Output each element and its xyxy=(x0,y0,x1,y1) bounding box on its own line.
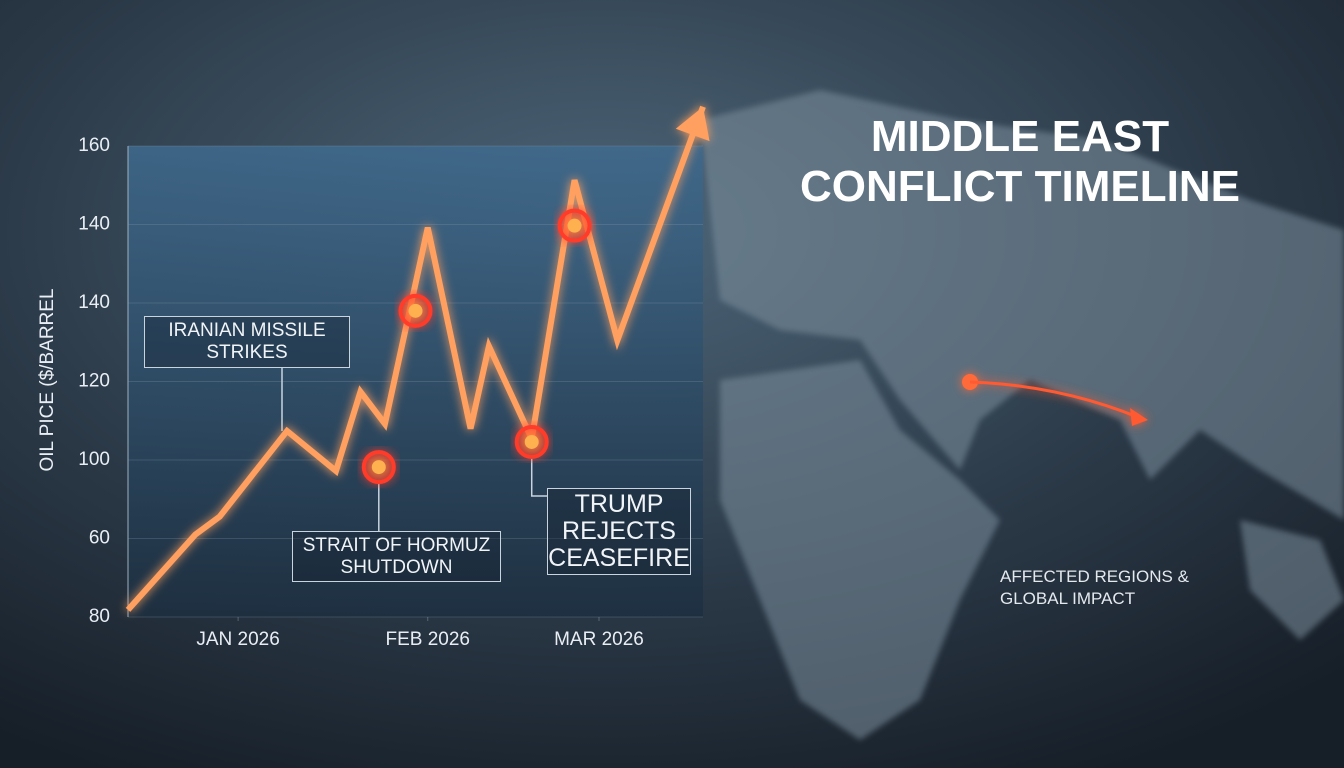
y-tick-label: 140 xyxy=(78,214,110,235)
y-axis-label: OIL PICE ($/BARREL xyxy=(37,288,58,471)
y-tick-label: 120 xyxy=(78,371,110,392)
highlight xyxy=(557,208,592,243)
highlight-dot xyxy=(408,303,423,318)
y-tick-label: 60 xyxy=(89,528,110,549)
y-tick-label: 160 xyxy=(78,135,110,156)
highlight xyxy=(398,293,433,328)
y-tick-label: 80 xyxy=(89,606,110,627)
route-arrow xyxy=(1130,408,1148,426)
highlight-dot xyxy=(524,434,539,449)
highlight xyxy=(514,424,549,459)
x-tick-label: JAN 2026 xyxy=(196,629,279,650)
map xyxy=(700,90,1344,740)
y-tick-label: 140 xyxy=(78,292,110,313)
highlight-dot xyxy=(567,218,582,233)
annotation: TRUMP REJECTS CEASEFIRE xyxy=(547,488,691,575)
map-caption: AFFECTED REGIONS & GLOBAL IMPACT xyxy=(1000,567,1189,608)
line-arrowhead xyxy=(675,106,710,142)
y-tick-label: 100 xyxy=(78,449,110,470)
highlight-dot xyxy=(371,460,386,475)
map-route xyxy=(962,374,1148,426)
annotation: STRAIT OF HORMUZ SHUTDOWN xyxy=(292,531,501,582)
title: MIDDLE EAST CONFLICT TIMELINE xyxy=(800,112,1240,211)
annotation: IRANIAN MISSILE STRIKES xyxy=(144,316,350,368)
x-tick-label: FEB 2026 xyxy=(385,629,470,650)
chart-panel xyxy=(128,146,703,617)
connector xyxy=(530,457,547,497)
route-line xyxy=(969,380,1141,420)
highlight xyxy=(361,450,396,485)
x-tick-label: MAR 2026 xyxy=(554,629,644,650)
